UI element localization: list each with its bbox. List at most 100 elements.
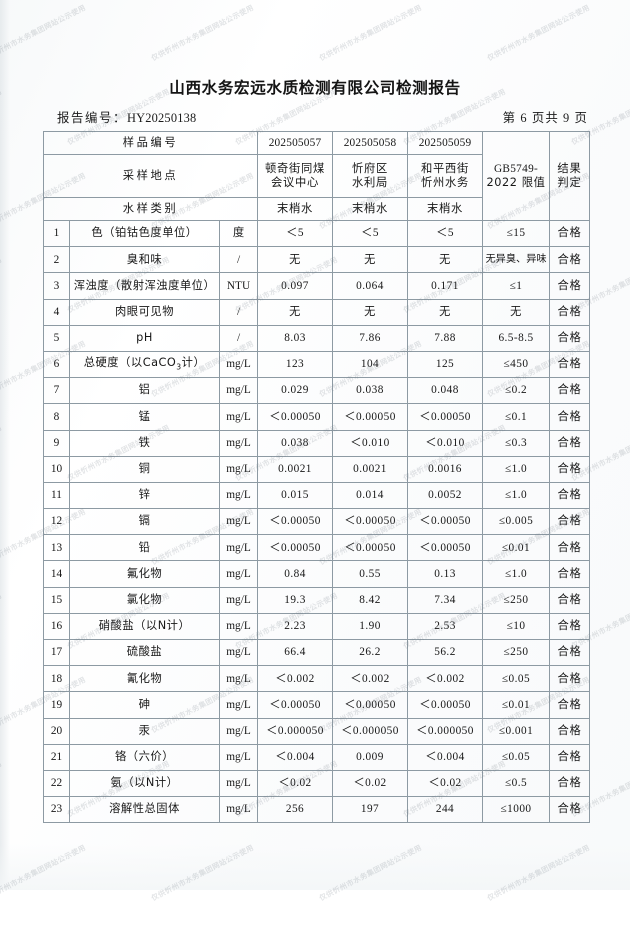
result-judgement: 合格	[549, 350, 591, 379]
table-row: 10 铜 mg/L 0.0021 0.0021 0.0016 ≤1.0 合格	[43, 455, 591, 483]
table-row: 6 总硬度（以CaCO3计） mg/L 123 104 125 ≤450 合格	[43, 350, 591, 379]
value-sample-3: 0.0052	[407, 481, 484, 510]
row-index: 9	[43, 429, 70, 457]
standard-limit: ≤0.2	[482, 377, 551, 405]
parameter-name: 铝	[69, 377, 220, 405]
row-index: 15	[43, 586, 70, 614]
value-sample-3: 56.2	[407, 638, 484, 667]
header-label-water-type: 水样类别	[42, 197, 259, 221]
parameter-unit: mg/L	[218, 796, 259, 824]
row-index: 2	[43, 246, 70, 274]
report-number: 报告编号：HY20250138	[57, 108, 196, 126]
parameter-unit: mg/L	[218, 455, 259, 483]
standard-limit: ≤0.05	[482, 743, 551, 771]
parameter-name: 氰化物	[69, 665, 220, 693]
value-sample-1: 256	[257, 796, 334, 824]
value-sample-1: ＜0.00050	[257, 691, 334, 719]
parameter-unit: mg/L	[218, 429, 259, 457]
parameter-name: 铅	[69, 534, 220, 562]
value-sample-3: ＜0.00050	[407, 691, 484, 719]
value-sample-3: ＜0.02	[407, 769, 484, 798]
parameter-name: 氯化物	[69, 586, 220, 614]
standard-limit: ≤1.0	[482, 560, 551, 588]
parameter-name: 总硬度（以CaCO3计）	[69, 350, 220, 379]
value-sample-2: ＜0.010	[332, 429, 409, 457]
value-sample-3: ＜5	[407, 219, 484, 248]
parameter-unit: mg/L	[218, 534, 259, 562]
parameter-unit: mg/L	[218, 403, 259, 431]
table-row: 23 溶解性总固体 mg/L 256 197 244 ≤1000 合格	[43, 796, 591, 824]
parameter-name: 锰	[69, 403, 220, 431]
row-index: 12	[43, 508, 70, 536]
value-sample-1: ＜0.004	[257, 743, 334, 771]
parameter-unit: mg/L	[218, 612, 259, 641]
parameter-name: 溶解性总固体	[69, 796, 220, 824]
water-type-3: 末梢水	[407, 197, 484, 221]
value-sample-3: ＜0.004	[407, 743, 484, 771]
table-row: 1 色（铂钴色度单位）度＜5 ＜5 ＜5 ≤15 合格	[43, 219, 591, 248]
value-sample-2: 197	[332, 796, 409, 824]
result-judgement: 合格	[549, 612, 591, 641]
parameter-unit: /	[218, 246, 259, 274]
parameter-name: 汞	[69, 717, 220, 745]
parameter-name: 镉	[69, 508, 220, 536]
standard-limit: ≤1.0	[482, 455, 551, 483]
value-sample-3: 2.53	[407, 612, 484, 641]
value-sample-2: 0.064	[332, 272, 409, 300]
standard-limit: ≤250	[482, 638, 551, 667]
standard-limit: 无异臭、异味	[482, 246, 551, 274]
value-sample-2: ＜0.00050	[332, 534, 409, 562]
value-sample-3: ＜0.010	[407, 429, 484, 457]
value-sample-1: 8.03	[257, 324, 334, 352]
header-standard-limit: GB5749- 2022 限值	[482, 131, 551, 221]
standard-limit: ≤450	[482, 350, 551, 379]
header-row-sample-no: 样品编号 202505057 202505058 202505059 GB5749- 20…	[42, 131, 591, 221]
value-sample-1: 无	[257, 246, 334, 274]
value-sample-3: ＜0.00050	[407, 534, 484, 562]
value-sample-1: ＜0.02	[257, 769, 334, 798]
report-number-value: HY20250138	[126, 111, 197, 125]
value-sample-2: 0.009	[332, 743, 409, 771]
report-number-label: 报告编号：	[57, 111, 127, 125]
result-judgement: 合格	[549, 534, 591, 562]
result-judgement: 合格	[549, 508, 591, 536]
standard-limit: ≤10	[482, 612, 551, 641]
parameter-name: 铁	[69, 429, 220, 457]
parameter-unit: mg/L	[218, 769, 259, 798]
value-sample-1: 66.4	[257, 638, 334, 667]
row-index: 23	[43, 796, 70, 824]
parameter-unit: mg/L	[218, 691, 259, 719]
value-sample-2: 0.014	[332, 481, 409, 510]
value-sample-1: ＜0.002	[257, 665, 334, 693]
value-sample-3: ＜0.00050	[407, 403, 484, 431]
parameter-unit: mg/L	[218, 508, 259, 536]
result-judgement: 合格	[549, 769, 591, 798]
row-index: 17	[43, 638, 70, 667]
parameter-unit: 度	[218, 219, 259, 248]
scan-edge-shadow-left	[0, 0, 10, 890]
row-index: 18	[43, 665, 70, 693]
parameter-unit: mg/L	[218, 586, 259, 614]
row-index: 7	[43, 377, 70, 405]
parameter-name: 肉眼可见物	[69, 298, 220, 326]
sampling-site-2: 忻府区 水利局	[332, 154, 409, 198]
result-judgement: 合格	[549, 481, 591, 510]
result-judgement: 合格	[549, 403, 591, 431]
value-sample-2: 7.86	[332, 324, 409, 352]
value-sample-2: 0.0021	[332, 455, 409, 483]
value-sample-3: 0.048	[407, 377, 484, 405]
parameter-name: 色（铂钴色度单位）	[69, 219, 220, 248]
parameter-unit: /	[218, 298, 259, 326]
value-sample-1: 0.029	[257, 377, 334, 405]
value-sample-2: ＜0.00050	[332, 403, 409, 431]
value-sample-3: 125	[407, 350, 484, 379]
parameter-unit: mg/L	[218, 481, 259, 510]
value-sample-1: 123	[257, 350, 334, 379]
value-sample-2: ＜0.002	[332, 665, 409, 693]
value-sample-3: 7.88	[407, 324, 484, 352]
table-row: 5 pH/8.03 7.86 7.88 6.5-8.5 合格	[43, 324, 591, 352]
value-sample-1: ＜0.00050	[257, 403, 334, 431]
table-row: 17 硫酸盐 mg/L 66.4 26.2 56.2 ≤250 合格	[43, 638, 591, 667]
value-sample-3: 0.13	[407, 560, 484, 588]
value-sample-3: 0.171	[407, 272, 484, 300]
